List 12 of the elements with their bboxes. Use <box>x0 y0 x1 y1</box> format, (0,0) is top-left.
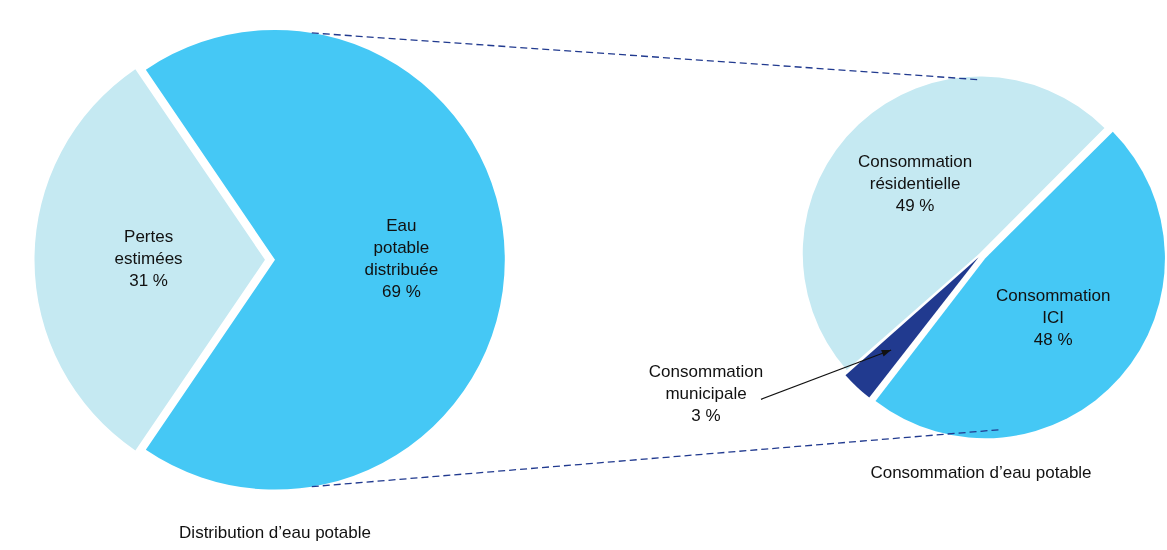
slice-label: Eau potable distribuée <box>364 216 439 280</box>
data-label: 69 % <box>382 282 421 302</box>
text: Distribution d’eau potable <box>179 523 371 543</box>
slice-label: Pertes estimées <box>114 227 183 269</box>
data-label: 31 % <box>129 271 168 291</box>
data-label: 48 % <box>1033 330 1073 350</box>
slice-label: Consommation résidentielle <box>857 152 973 194</box>
data-label: 3 % <box>691 406 721 426</box>
text: Consommation d’eau potable <box>870 463 1092 483</box>
slice-label: Consommation ICI <box>996 286 1111 328</box>
data-label: 49 % <box>895 196 935 216</box>
slice-label: Consommation municipale <box>648 362 764 404</box>
